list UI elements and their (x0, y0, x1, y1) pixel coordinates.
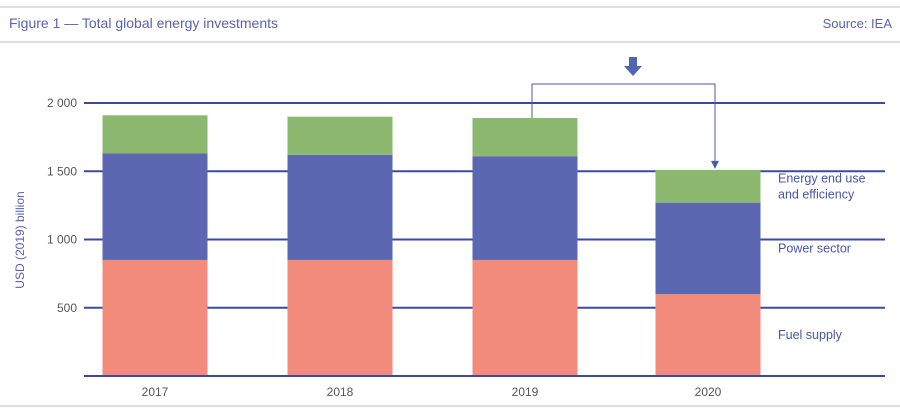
plot-area: 500 1 000 1 500 2 000 2017 2018 2019 2020 Energy… (47, 57, 885, 399)
bar-segment (655, 294, 761, 376)
bar-segment (472, 259, 578, 376)
y-tick-label: 1 500 (47, 164, 77, 178)
legend-label: Power sector (778, 241, 851, 255)
bar-segment (655, 202, 761, 295)
bar-segment (472, 156, 578, 260)
bar-segment (287, 116, 393, 155)
legend-label: and efficiency (778, 187, 855, 201)
bar-segment (287, 259, 393, 376)
bar-segment (102, 153, 208, 260)
bar-segment (472, 118, 578, 157)
x-tick-label: 2017 (142, 385, 169, 399)
annotation-arrowhead (711, 160, 719, 169)
legend-label: Fuel supply (778, 328, 843, 342)
x-tick-label: 2019 (512, 385, 539, 399)
bar-segment (102, 115, 208, 154)
y-tick-label: 2 000 (47, 96, 77, 110)
legend-label: Energy end use (778, 171, 866, 185)
annotation-connector (531, 83, 716, 163)
y-tick-label: 1 000 (47, 233, 77, 247)
bar-segment (287, 154, 393, 260)
y-tick-label: 500 (57, 301, 77, 315)
x-tick-label: 2018 (327, 385, 354, 399)
down-arrow-icon (624, 57, 642, 76)
y-axis-label: USD (2019) billion (13, 191, 27, 288)
bar-segment (102, 259, 208, 376)
bar-segment (655, 169, 761, 203)
figure-title: Figure 1 — Total global energy investmen… (9, 15, 278, 31)
figure-source: Source: IEA (823, 16, 893, 31)
x-tick-label: 2020 (695, 385, 722, 399)
